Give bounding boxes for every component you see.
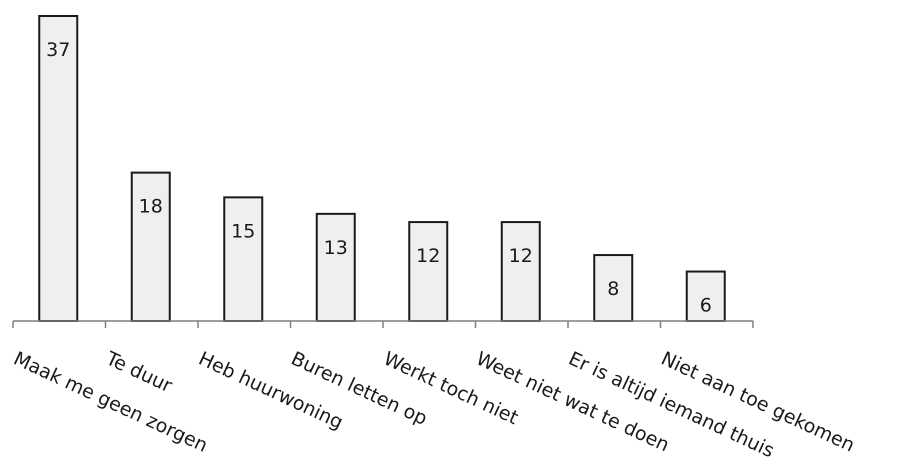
bar-5 xyxy=(408,221,449,323)
bars-group xyxy=(38,15,726,323)
value-labels: 37 18 15 13 12 12 8 6 xyxy=(46,39,712,317)
value-label-6: 12 xyxy=(509,245,533,267)
value-label-2: 18 xyxy=(139,196,163,218)
bar-3 xyxy=(223,196,264,322)
value-label-8: 6 xyxy=(700,295,712,317)
value-label-3: 15 xyxy=(231,220,255,242)
x-axis-ticks xyxy=(12,321,754,328)
bar-4 xyxy=(315,212,356,323)
value-label-1: 37 xyxy=(46,39,70,61)
bar-1 xyxy=(38,15,79,322)
bar-6 xyxy=(500,221,541,323)
value-label-4: 13 xyxy=(324,237,348,259)
value-label-7: 8 xyxy=(607,278,619,300)
bar-2 xyxy=(130,171,171,322)
value-label-5: 12 xyxy=(416,245,440,267)
category-label-2: Te duur xyxy=(102,347,176,397)
